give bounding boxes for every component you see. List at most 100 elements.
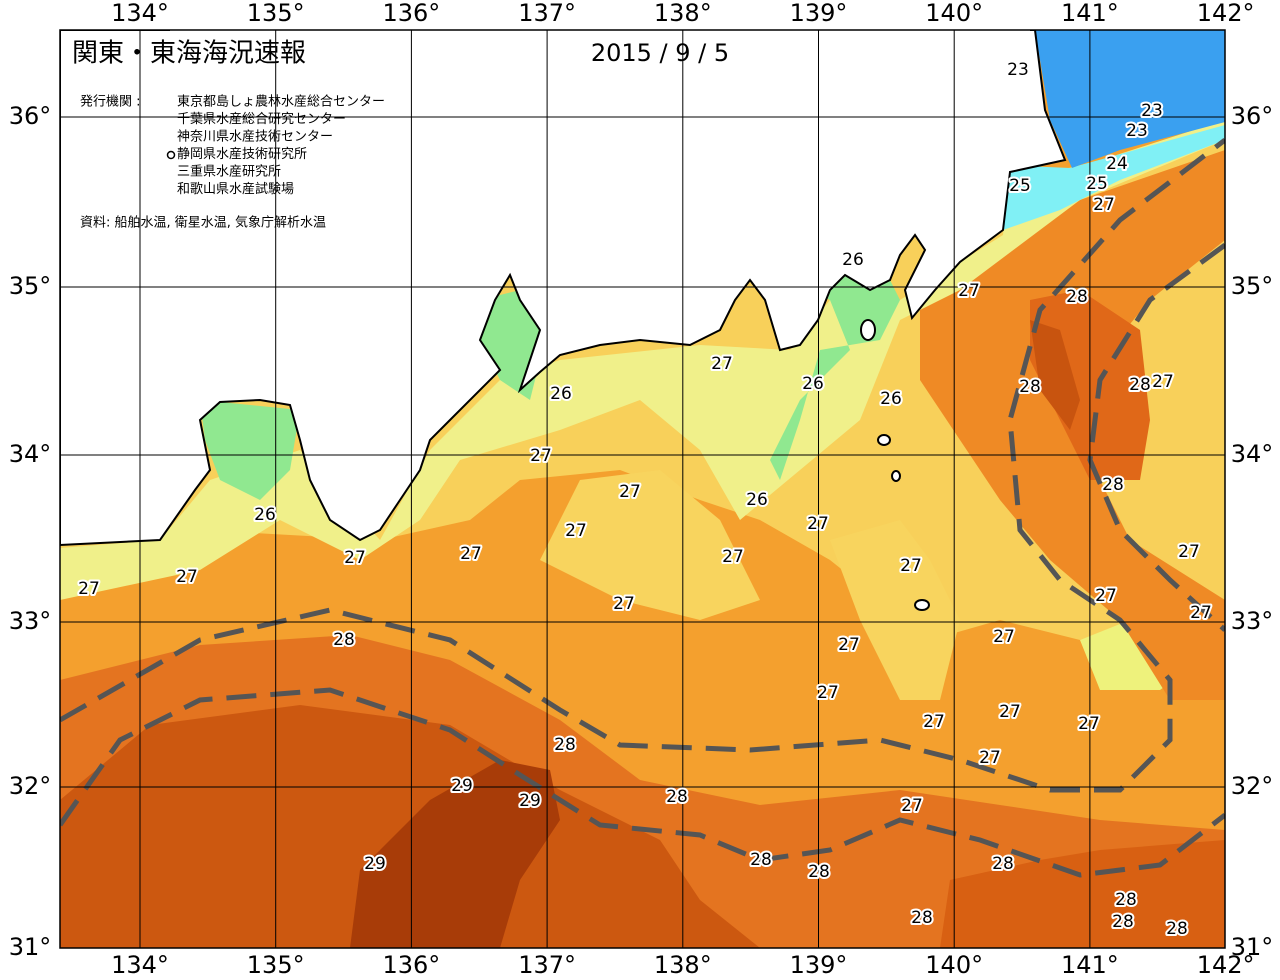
longitude-label: 137° xyxy=(518,0,576,27)
longitude-label: 136° xyxy=(382,951,440,979)
publisher: 神奈川県水産技術センター xyxy=(177,129,333,145)
latitude-label: 31° xyxy=(9,933,52,961)
cool-band xyxy=(60,120,1225,600)
longitude-label: 139° xyxy=(790,0,848,27)
longitude-label: 142° xyxy=(1197,951,1255,979)
land xyxy=(170,30,1030,60)
longitude-label: 140° xyxy=(925,951,983,979)
publisher: 和歌山県水産試験場 xyxy=(177,181,294,197)
latitude-label: 34° xyxy=(1231,440,1274,468)
contour-label: 27 xyxy=(1095,586,1117,606)
publisher: 東京都島しょ農林水産総合センター xyxy=(177,94,385,110)
longitude-label: 139° xyxy=(790,951,848,979)
longitude-label: 135° xyxy=(247,951,305,979)
publisher: 三重県水産研究所 xyxy=(177,164,281,180)
contour-label: 26 xyxy=(802,374,824,394)
longitude-label: 138° xyxy=(654,0,712,27)
contour-label: 27 xyxy=(838,635,860,655)
contour-label: 27 xyxy=(344,548,366,568)
longitude-label: 134° xyxy=(111,951,169,979)
latitude-label: 35° xyxy=(9,272,52,300)
contour-label: 26 xyxy=(746,490,768,510)
cold-core xyxy=(1035,30,1225,168)
contour-label: 26 xyxy=(254,505,276,525)
publisher-label: 発行機関 : xyxy=(80,95,141,110)
source: 資料: 船舶水温, 衛星水温, 気象庁解析水温 xyxy=(80,215,326,231)
contour-label: 28 xyxy=(992,854,1014,874)
longitude-label: 140° xyxy=(925,0,983,27)
contour-label: 29 xyxy=(451,776,473,796)
longitude-label: 137° xyxy=(518,951,576,979)
contour-label: 27 xyxy=(460,544,482,564)
longitude-label: 141° xyxy=(1061,951,1119,979)
island xyxy=(914,599,930,611)
contour-label: 27 xyxy=(1178,542,1200,562)
longitude-label: 134° xyxy=(111,0,169,27)
contour-label: 28 xyxy=(911,908,933,928)
contour-label: 29 xyxy=(519,791,541,811)
island xyxy=(877,434,891,446)
cold-zone xyxy=(1003,125,1225,230)
contour-label: 27 xyxy=(958,281,980,301)
contour-label: 27 xyxy=(722,547,744,567)
contour-label: 27 xyxy=(530,446,552,466)
map-frame xyxy=(59,29,1226,949)
bay-water xyxy=(770,240,900,480)
contour-label: 27 xyxy=(565,521,587,541)
latitude-label: 36° xyxy=(9,102,52,130)
contour-label: 26 xyxy=(880,389,902,409)
contour-label: 26 xyxy=(550,384,572,404)
latitude-label: 35° xyxy=(1231,272,1274,300)
contour-label: 28 xyxy=(808,862,830,882)
warm-core xyxy=(350,760,560,948)
latitude-label: 33° xyxy=(1231,607,1274,635)
contour-label: 28 xyxy=(666,787,688,807)
contour-label: 23 xyxy=(1141,101,1163,121)
contour-label: 28 xyxy=(1115,890,1137,910)
contour-label: 27 xyxy=(993,627,1015,647)
axis-labels: 134° 134° 135° 135° 136° 136° 137° 137° 138° 138°… xyxy=(9,0,1274,979)
contour-label: 28 xyxy=(750,850,772,870)
contour-label: 27 xyxy=(1152,372,1174,392)
contour-label: 23 xyxy=(1126,121,1148,141)
contour-label: 24 xyxy=(1106,154,1128,174)
contour-label: 23 xyxy=(1007,60,1029,80)
contour-label: 28 xyxy=(1129,375,1151,395)
contour-label: 27 xyxy=(923,712,945,732)
contour-label: 27 xyxy=(619,482,641,502)
contour-label: 27 xyxy=(901,796,923,816)
contour-label: 27 xyxy=(1190,603,1212,623)
contour-label: 26 xyxy=(842,250,864,270)
contour-label: 27 xyxy=(176,567,198,587)
contour-label: 25 xyxy=(1009,176,1031,196)
bay-water xyxy=(200,400,300,500)
publisher: 千葉県水産総合研究センター xyxy=(177,111,346,127)
contour-label: 27 xyxy=(711,354,733,374)
longitude-label: 142° xyxy=(1197,0,1255,27)
contour-label: 27 xyxy=(979,748,1001,768)
latitude-label: 32° xyxy=(9,772,52,800)
yellow-zone xyxy=(540,470,760,620)
contour-label: 27 xyxy=(900,556,922,576)
longitude-label: 136° xyxy=(382,0,440,27)
contour-label: 28 xyxy=(554,735,576,755)
contour-label: 27 xyxy=(613,594,635,614)
longitude-label: 135° xyxy=(247,0,305,27)
publisher: 静岡県水産技術研究所 xyxy=(177,146,307,162)
contour-label: 27 xyxy=(78,579,100,599)
latitude-label: 33° xyxy=(9,607,52,635)
latitude-label: 36° xyxy=(1231,102,1274,130)
contour-label: 28 xyxy=(1166,919,1188,939)
island xyxy=(891,470,901,482)
publisher-list: 東京都島しょ農林水産総合センター千葉県水産総合研究センター神奈川県水産技術センタ… xyxy=(177,94,385,198)
title: 関東・東海海況速報 xyxy=(72,39,306,69)
yellow-zone xyxy=(830,520,960,700)
contour-label: 27 xyxy=(999,702,1021,722)
contour-label: 28 xyxy=(1102,475,1124,495)
contour-label: 28 xyxy=(1112,912,1134,932)
date: 2015 / 9 / 5 xyxy=(591,39,729,67)
contour-label: 27 xyxy=(817,683,839,703)
